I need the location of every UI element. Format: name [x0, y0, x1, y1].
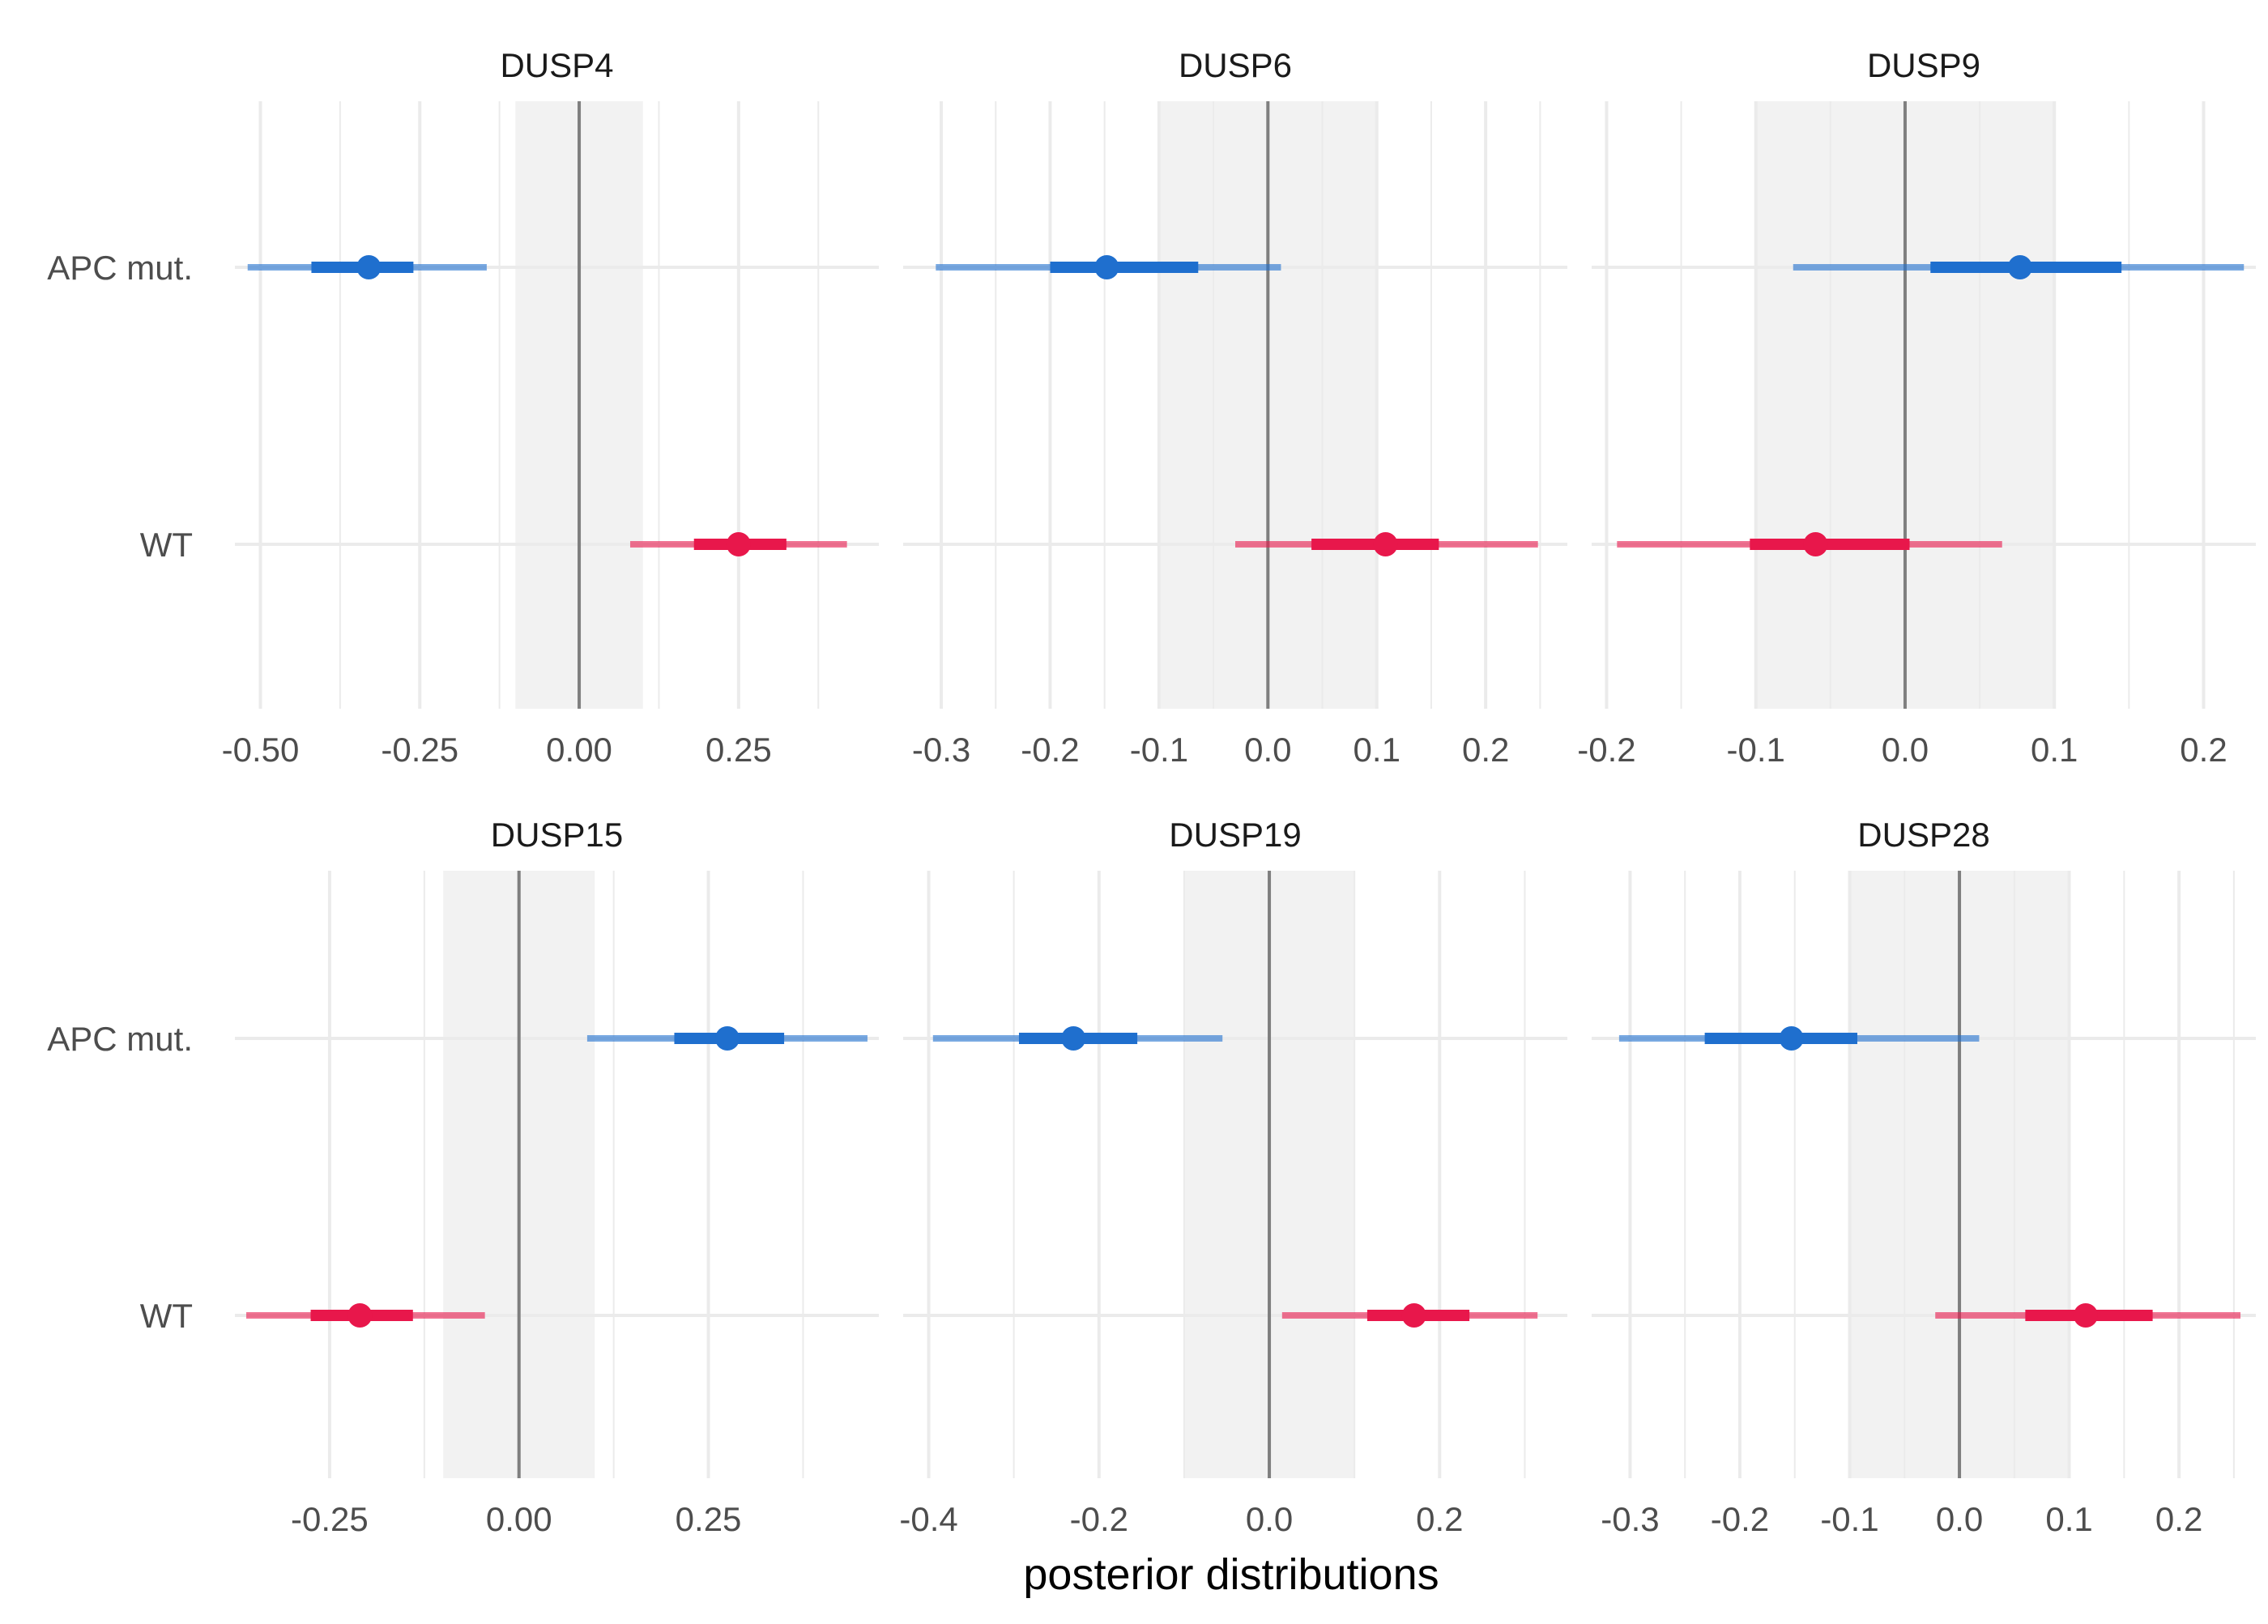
x-tick-label: -0.4 — [899, 1500, 957, 1538]
x-tick-label: 0.0 — [1882, 731, 1929, 769]
median-point-apc-mut — [356, 255, 382, 279]
x-tick-label: 0.00 — [546, 731, 612, 769]
x-tick-label: 0.25 — [676, 1500, 742, 1538]
x-tick-label: -0.3 — [912, 731, 970, 769]
x-tick-label: -0.1 — [1130, 731, 1188, 769]
x-tick-label: 0.1 — [1354, 731, 1400, 769]
x-tick-label: -0.2 — [1711, 1500, 1769, 1538]
facet-title: DUSP19 — [1169, 816, 1301, 854]
x-tick-label: 0.0 — [1246, 1500, 1293, 1538]
median-point-apc-mut — [714, 1026, 740, 1051]
facet-title: DUSP9 — [1867, 46, 1980, 84]
x-tick-label: 0.2 — [1416, 1500, 1463, 1538]
x-tick-label: -0.1 — [1820, 1500, 1878, 1538]
x-tick-label: -0.25 — [381, 731, 458, 769]
median-point-apc-mut — [2007, 255, 2032, 279]
panel-dusp4: DUSP4 -0.50 -0.25 0.00 0.25 APC mut. WT — [47, 46, 879, 769]
x-tick-label: -0.1 — [1727, 731, 1785, 769]
median-point-wt — [347, 1303, 373, 1328]
facet-title: DUSP28 — [1857, 816, 1989, 854]
facet-title: DUSP6 — [1179, 46, 1292, 84]
panel-dusp15: DUSP15 -0.25 0.00 0.25 APC mut. WT — [47, 816, 879, 1538]
x-tick-label: 0.25 — [706, 731, 772, 769]
x-tick-label: -0.2 — [1577, 731, 1635, 769]
x-tick-label: 0.0 — [1244, 731, 1291, 769]
x-tick-label: -0.3 — [1601, 1500, 1659, 1538]
panel-dusp19: DUSP19 -0.4 -0.2 0.0 0.2 — [899, 816, 1567, 1538]
median-point-apc-mut — [1779, 1026, 1804, 1051]
panel-dusp28: DUSP28 -0.3 -0.2 -0.1 0.0 0.1 0.2 — [1592, 816, 2256, 1538]
median-point-wt — [1373, 532, 1398, 556]
x-tick-label: -0.2 — [1070, 1500, 1128, 1538]
median-point-apc-mut — [1061, 1026, 1086, 1051]
panel-dusp9: DUSP9 -0.2 -0.1 0.0 0.1 0.2 — [1577, 46, 2256, 769]
y-category-label: APC mut. — [47, 1020, 193, 1058]
facet-title: DUSP4 — [500, 46, 613, 84]
x-tick-label: -0.2 — [1021, 731, 1079, 769]
y-category-label: APC mut. — [47, 249, 193, 287]
x-tick-label: 0.1 — [2045, 1500, 2092, 1538]
x-tick-label: -0.50 — [222, 731, 300, 769]
y-category-label: WT — [140, 1297, 193, 1335]
x-tick-label: -0.25 — [291, 1500, 369, 1538]
x-tick-label: 0.2 — [2155, 1500, 2202, 1538]
x-tick-label: 0.0 — [1936, 1500, 1983, 1538]
panel-dusp6: DUSP6 -0.3 -0.2 -0.1 0.0 0.1 0.2 — [903, 46, 1567, 769]
x-axis-label: posterior distributions — [1023, 1550, 1439, 1599]
facet-title: DUSP15 — [491, 816, 623, 854]
median-point-wt — [726, 532, 751, 556]
x-tick-label: 0.2 — [1462, 731, 1509, 769]
x-tick-label: 0.1 — [2031, 731, 2078, 769]
y-category-label: WT — [140, 526, 193, 564]
x-tick-label: 0.00 — [486, 1500, 552, 1538]
median-point-wt — [1401, 1303, 1426, 1328]
median-point-apc-mut — [1094, 255, 1119, 279]
x-tick-label: 0.2 — [2180, 731, 2227, 769]
median-point-wt — [2073, 1303, 2098, 1328]
median-point-wt — [1803, 532, 1828, 556]
